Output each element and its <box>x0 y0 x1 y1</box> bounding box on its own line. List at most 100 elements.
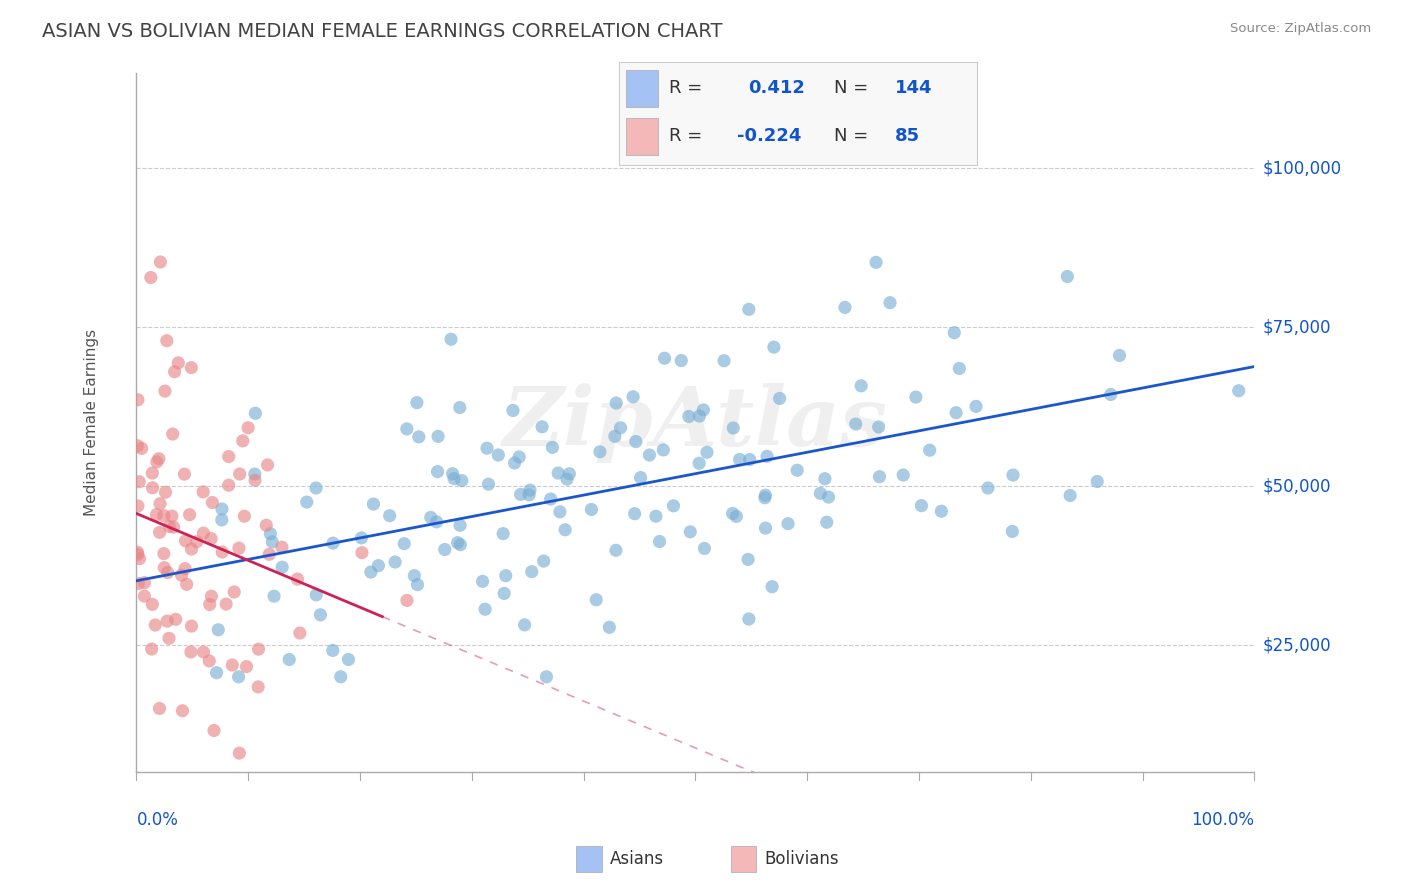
Point <box>508 450 530 464</box>
Point <box>205 665 228 680</box>
Point <box>157 632 180 646</box>
Point <box>148 701 170 715</box>
Point <box>603 429 626 443</box>
Point <box>262 535 284 549</box>
Point <box>540 491 562 506</box>
Point <box>198 598 221 612</box>
Point <box>228 746 250 760</box>
Point <box>869 469 891 483</box>
Point <box>134 575 156 590</box>
Point <box>149 525 172 540</box>
Point <box>305 588 328 602</box>
Point <box>495 568 517 582</box>
Text: R =: R = <box>669 79 702 97</box>
Point <box>148 451 170 466</box>
Point <box>295 495 318 509</box>
Point <box>363 497 385 511</box>
Point <box>581 502 603 516</box>
Point <box>446 535 468 549</box>
Point <box>406 577 429 591</box>
Point <box>531 419 554 434</box>
Point <box>624 434 647 449</box>
Point <box>671 353 693 368</box>
Point <box>943 326 966 340</box>
Point <box>589 445 612 459</box>
Point <box>153 560 176 574</box>
Point <box>218 450 240 464</box>
Point <box>654 351 676 366</box>
Point <box>1227 384 1250 398</box>
Point <box>520 565 543 579</box>
Point <box>211 545 233 559</box>
Point <box>541 441 564 455</box>
Point <box>1001 524 1024 539</box>
Point <box>232 434 254 448</box>
Point <box>533 554 555 568</box>
Point <box>350 531 373 545</box>
Point <box>200 589 222 603</box>
Point <box>200 532 222 546</box>
Point <box>548 505 571 519</box>
Point <box>288 626 311 640</box>
Point <box>834 301 856 315</box>
Point <box>228 541 250 556</box>
Point <box>440 332 463 346</box>
Point <box>817 490 839 504</box>
Point <box>329 670 352 684</box>
Point <box>127 499 149 513</box>
Point <box>554 523 576 537</box>
Point <box>555 472 578 486</box>
Point <box>776 516 799 531</box>
Text: -0.224: -0.224 <box>737 128 801 145</box>
Point <box>815 515 838 529</box>
Point <box>149 497 172 511</box>
Point <box>762 340 785 354</box>
Text: N =: N = <box>834 79 868 97</box>
Point <box>180 542 202 557</box>
Point <box>243 473 266 487</box>
Point <box>263 589 285 603</box>
Point <box>160 509 183 524</box>
Point <box>145 508 167 522</box>
Point <box>180 619 202 633</box>
Point <box>243 467 266 481</box>
Point <box>408 430 430 444</box>
Point <box>517 488 540 502</box>
Point <box>688 409 710 423</box>
Point <box>1085 475 1108 489</box>
Point <box>179 508 201 522</box>
Point <box>721 507 744 521</box>
Point <box>696 445 718 459</box>
Point <box>146 455 169 469</box>
Text: N =: N = <box>834 128 868 145</box>
Point <box>174 533 197 548</box>
Point <box>127 548 149 562</box>
Point <box>948 361 970 376</box>
Point <box>769 392 792 406</box>
Text: $75,000: $75,000 <box>1263 318 1331 336</box>
Point <box>623 507 645 521</box>
Point <box>486 448 509 462</box>
Point <box>845 417 868 431</box>
Point <box>630 470 652 484</box>
Point <box>337 652 360 666</box>
Point <box>679 524 702 539</box>
Point <box>207 623 229 637</box>
Point <box>127 392 149 407</box>
Point <box>692 403 714 417</box>
Point <box>367 558 389 573</box>
Point <box>605 543 627 558</box>
Point <box>754 488 776 502</box>
Point <box>167 356 190 370</box>
Point <box>754 491 776 505</box>
Point <box>450 474 472 488</box>
Bar <box>626 70 658 106</box>
Point <box>127 545 149 559</box>
Point <box>475 441 498 455</box>
Text: Source: ZipAtlas.com: Source: ZipAtlas.com <box>1230 22 1371 36</box>
Point <box>728 452 751 467</box>
Point <box>977 481 1000 495</box>
Point <box>754 521 776 535</box>
Point <box>419 510 441 524</box>
Point <box>725 509 748 524</box>
